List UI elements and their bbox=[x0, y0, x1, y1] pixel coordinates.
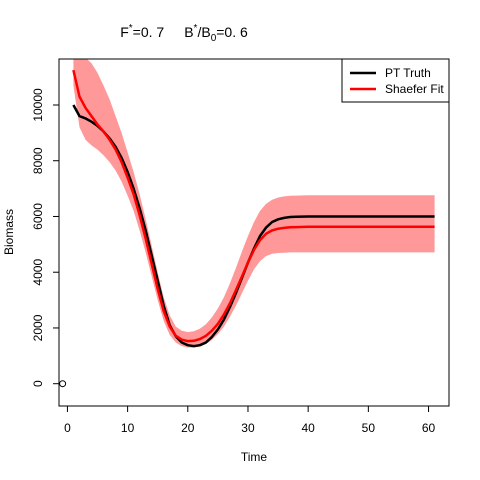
y-tick-label: 2000 bbox=[31, 314, 45, 341]
x-tick-label: 30 bbox=[241, 421, 255, 435]
legend-box bbox=[341, 58, 450, 103]
x-tick-label: 20 bbox=[181, 421, 195, 435]
title-b-slash: /B bbox=[197, 24, 210, 40]
x-axis-title: Time bbox=[241, 450, 268, 464]
title-f-sup: * bbox=[129, 23, 133, 34]
x-tick-label: 40 bbox=[301, 421, 315, 435]
title-f-value: =0. 7 bbox=[133, 24, 165, 40]
title-b-sup: * bbox=[194, 23, 198, 34]
y-tick-label: 0 bbox=[31, 380, 45, 387]
series-line-shaefer-fit bbox=[72, 69, 435, 343]
title-b-base: B bbox=[184, 24, 193, 40]
x-tick-label: 10 bbox=[121, 421, 135, 435]
x-tick-label: 0 bbox=[64, 421, 71, 435]
legend-label-pt-truth: PT Truth bbox=[385, 66, 431, 80]
x-tick-label: 60 bbox=[422, 421, 436, 435]
y-tick-label: 4000 bbox=[31, 259, 45, 286]
chart-title: F*=0. 7 B*/B0=0. 6 bbox=[120, 23, 248, 44]
confidence-band bbox=[73, 59, 435, 348]
legend-label-shaefer-fit: Shaefer Fit bbox=[385, 82, 444, 96]
x-tick-label: 50 bbox=[362, 421, 376, 435]
y-axis: 0 2000 4000 6000 8000 10000 bbox=[31, 88, 60, 387]
legend: PT Truth Shaefer Fit bbox=[341, 58, 450, 103]
series-line-pt-truth bbox=[72, 104, 435, 348]
title-b-sub: 0 bbox=[211, 33, 217, 44]
y-axis-title: Biomass bbox=[2, 209, 16, 255]
origin-marker bbox=[59, 380, 67, 388]
title-b-value: =0. 6 bbox=[216, 24, 248, 40]
title-f-base: F bbox=[120, 24, 129, 40]
y-tick-label: 6000 bbox=[31, 203, 45, 230]
plot-area bbox=[59, 59, 435, 388]
y-tick-label: 8000 bbox=[31, 147, 45, 174]
y-tick-label: 10000 bbox=[31, 88, 45, 122]
x-axis: 0 10 20 30 40 50 60 bbox=[64, 405, 436, 435]
